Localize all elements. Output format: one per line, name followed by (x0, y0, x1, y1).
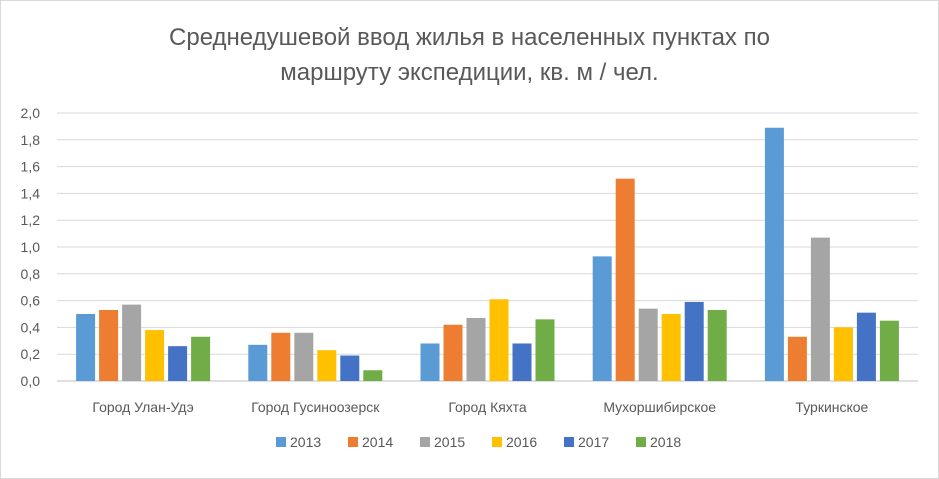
legend-swatch (636, 437, 646, 447)
bar (810, 237, 830, 381)
legend-label: 2013 (290, 434, 321, 450)
bar (833, 327, 853, 381)
y-tick-label: 1,8 (21, 132, 41, 148)
y-tick-label: 0,2 (21, 346, 41, 362)
bar (191, 336, 211, 381)
legend-swatch (564, 437, 574, 447)
y-tick-label: 1,0 (21, 239, 41, 255)
bar (443, 324, 463, 381)
legend-swatch (420, 437, 430, 447)
y-axis-ticks: 0,0 0,2 0,4 0,6 0,8 1,0 1,2 1,4 1,6 1,8 2,0 (21, 105, 41, 389)
bars (76, 127, 899, 382)
legend-label: 2018 (650, 434, 681, 450)
y-tick-label: 1,6 (21, 159, 41, 175)
bar (363, 370, 383, 381)
y-tick-label: 0,0 (21, 373, 41, 389)
bar (592, 256, 612, 381)
y-tick-label: 0,4 (21, 319, 41, 335)
legend-swatch (492, 437, 502, 447)
y-tick-label: 1,4 (21, 185, 41, 201)
bar (638, 308, 658, 381)
bar (317, 350, 337, 381)
bar (535, 319, 555, 381)
bar (294, 332, 314, 381)
x-tick-label: Город Кяхта (448, 399, 527, 415)
bar (271, 332, 291, 381)
bar (340, 355, 360, 381)
bar (145, 330, 165, 381)
legend-label: 2015 (434, 434, 465, 450)
bar (512, 343, 532, 381)
x-axis-labels: Город Улан-Удэ Город Гусиноозерск Город Кя… (92, 399, 868, 415)
bar (615, 178, 635, 381)
bar (420, 343, 440, 381)
x-tick-label: Туркинское (795, 399, 868, 415)
bar (684, 301, 704, 381)
legend: 2013 2014 2015 2016 2017 2018 (276, 434, 681, 450)
bar (856, 312, 876, 381)
legend-label: 2016 (506, 434, 537, 450)
y-tick-label: 0,8 (21, 266, 41, 282)
y-tick-label: 2,0 (21, 105, 41, 121)
bar (76, 314, 96, 381)
bar (248, 344, 268, 381)
bar (879, 320, 899, 381)
x-tick-label: Мухоршибирское (603, 399, 716, 415)
legend-label: 2014 (362, 434, 393, 450)
legend-swatch (348, 437, 358, 447)
bar (661, 314, 681, 381)
bar (466, 318, 486, 381)
x-tick-label: Город Улан-Удэ (92, 399, 193, 415)
y-tick-label: 1,2 (21, 212, 41, 228)
legend-label: 2017 (578, 434, 609, 450)
bar (489, 299, 509, 381)
bar (707, 309, 727, 381)
legend-swatch (276, 437, 286, 447)
bar (787, 336, 807, 381)
bar (168, 346, 188, 381)
bar (99, 309, 119, 381)
chart-title-line-1: Среднедушевой ввод жилья в населенных пу… (169, 24, 770, 51)
bar (122, 304, 142, 381)
bar (764, 127, 784, 382)
y-tick-label: 0,6 (21, 293, 41, 309)
x-tick-label: Город Гусиноозерск (251, 399, 380, 415)
chart-title-line-2: маршруту экспедиции, кв. м / чел. (280, 59, 659, 86)
